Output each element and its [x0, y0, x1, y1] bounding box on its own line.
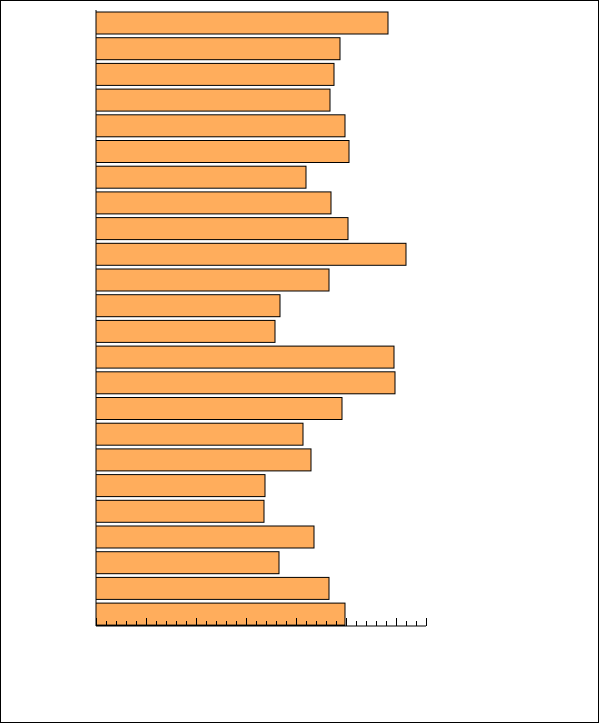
- bar-6: [95, 140, 350, 163]
- bar-1: [95, 11, 389, 35]
- bar-16: [95, 397, 343, 420]
- bar-4: [95, 88, 331, 112]
- bar-20: [95, 499, 265, 523]
- bar-2: [95, 37, 341, 61]
- bar-21: [95, 525, 315, 549]
- bar-18: [95, 448, 312, 472]
- bar-9: [95, 217, 349, 241]
- x-axis-ticks: [96, 618, 427, 626]
- bar-22: [95, 551, 280, 575]
- bar-10: [95, 242, 407, 266]
- bar-3: [95, 62, 335, 86]
- bars-group: [95, 11, 407, 626]
- bar-12: [95, 294, 281, 318]
- bar-5: [95, 114, 346, 138]
- bar-15: [95, 371, 396, 395]
- bar-11: [95, 268, 330, 292]
- bar-14: [95, 345, 395, 369]
- bar-19: [95, 474, 266, 498]
- bar-23: [95, 576, 330, 600]
- axes-group: [95, 10, 427, 627]
- bar-17: [95, 422, 304, 446]
- bar-13: [95, 319, 276, 343]
- bar-24: [95, 602, 346, 626]
- bar-8: [95, 191, 332, 215]
- bar-7: [95, 165, 307, 189]
